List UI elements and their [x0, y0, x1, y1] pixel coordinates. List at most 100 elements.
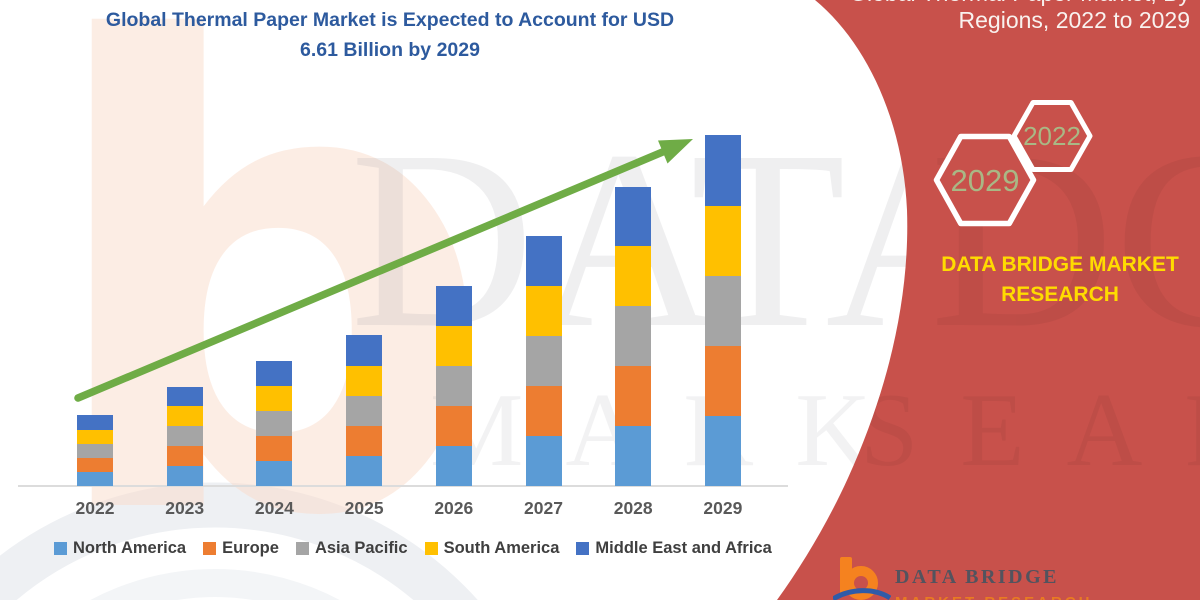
- x-axis-label-2026: 2026: [434, 498, 474, 518]
- red-panel-shape: [777, 0, 1200, 600]
- segment-south-america-2024: [256, 386, 293, 411]
- chart-title: Global Thermal Paper Market is Expected …: [40, 5, 740, 65]
- segment-north-america-2027: [525, 436, 562, 486]
- legend-label: Europe: [222, 539, 279, 557]
- logo-b-bowl: [844, 566, 878, 600]
- chart-legend: North America Europe Asia Pacific South Ame…: [54, 539, 772, 558]
- segment-south-america-2023: [166, 406, 203, 426]
- footer-tagline-clipped: MARKET RESEARCH: [895, 594, 1093, 600]
- bar-2024: [256, 361, 293, 486]
- bar-2026: [435, 286, 472, 486]
- segment-north-america-2029: [704, 416, 741, 486]
- bar-2022: [77, 415, 113, 486]
- segment-middle-east-and-africa-2023: [166, 387, 203, 406]
- hexagon-2029: [933, 133, 1037, 227]
- swoosh-arc-watermark: [90, 569, 340, 600]
- panel-heading-clipped-line: Global Thermal Paper Market, By: [849, 0, 1190, 7]
- segment-north-america-2028: [615, 426, 652, 486]
- panel-brand-text: DATA BRIDGE MARKET RESEARCH: [925, 250, 1195, 310]
- segment-europe-2022: [77, 458, 113, 472]
- trend-arrow-shaft: [74, 147, 669, 402]
- x-axis-line: [18, 485, 788, 487]
- chart-title-line1: Global Thermal Paper Market is Expected …: [105, 9, 675, 31]
- segment-north-america-2026: [435, 446, 472, 486]
- chart-title-line2: 6.61 Billion by 2029: [300, 39, 480, 61]
- databridge-logo-icon: [833, 557, 891, 600]
- legend-swatch-icon: [203, 542, 217, 555]
- legend-label: South America: [443, 539, 560, 557]
- legend-swatch-icon: [295, 542, 309, 555]
- segment-south-america-2022: [77, 430, 113, 444]
- segment-north-america-2025: [346, 456, 383, 486]
- segment-north-america-2022: [77, 472, 113, 486]
- segment-europe-2029: [704, 346, 741, 416]
- legend-item-asia-pacific: Asia Pacific: [295, 539, 408, 558]
- segment-middle-east-and-africa-2022: [77, 415, 113, 430]
- x-axis-label-2029: 2029: [703, 498, 743, 518]
- legend-label: North America: [73, 539, 187, 557]
- segment-asia-pacific-2029: [704, 276, 741, 346]
- legend-swatch-icon: [424, 542, 438, 555]
- segment-south-america-2029: [704, 206, 741, 276]
- segment-asia-pacific-2025: [346, 396, 383, 426]
- segment-south-america-2027: [525, 286, 562, 336]
- bar-2027: [525, 236, 562, 486]
- x-axis-label-2024: 2024: [254, 498, 294, 518]
- legend-item-europe: Europe: [203, 539, 279, 558]
- hexagon-2022-label: 2022: [1023, 121, 1081, 151]
- segment-asia-pacific-2027: [525, 336, 562, 386]
- segment-middle-east-and-africa-2026: [435, 286, 472, 326]
- x-axis-label-2027: 2027: [524, 498, 563, 518]
- segment-europe-2025: [346, 426, 383, 456]
- legend-label: Middle East and Africa: [595, 539, 772, 557]
- segment-middle-east-and-africa-2027: [525, 236, 562, 286]
- segment-asia-pacific-2028: [615, 306, 652, 366]
- segment-europe-2026: [435, 406, 472, 446]
- hexagon-2029-label: 2029: [951, 163, 1020, 198]
- x-axis-label-2022: 2022: [75, 498, 115, 518]
- segment-asia-pacific-2022: [77, 444, 113, 458]
- segment-asia-pacific-2026: [435, 366, 472, 406]
- segment-middle-east-and-africa-2029: [704, 135, 741, 206]
- bar-2029: [704, 135, 741, 486]
- segment-middle-east-and-africa-2028: [615, 187, 652, 246]
- footer-brand-name: DATA BRIDGE: [895, 566, 1060, 588]
- x-axis-label-2023: 2023: [165, 498, 205, 518]
- bar-2023: [166, 387, 203, 486]
- segment-south-america-2026: [435, 326, 472, 366]
- bar-2028: [615, 187, 652, 486]
- segment-north-america-2024: [256, 461, 293, 486]
- segment-south-america-2025: [346, 366, 383, 396]
- panel-heading: Regions, 2022 to 2029: [958, 7, 1190, 33]
- trend-arrow-head: [658, 139, 693, 164]
- legend-swatch-icon: [54, 542, 67, 555]
- segment-asia-pacific-2024: [256, 411, 293, 436]
- panel-brand-line1: DATA BRIDGE MARKET: [941, 253, 1179, 276]
- hexagon-2022: [1011, 100, 1093, 172]
- segment-north-america-2023: [166, 466, 203, 486]
- peach-b-logo-watermark: b: [38, 0, 496, 600]
- segment-middle-east-and-africa-2025: [346, 335, 383, 366]
- segment-europe-2028: [615, 366, 652, 426]
- segment-europe-2023: [166, 446, 203, 466]
- svg-text:SEARCH: SEARCH: [860, 371, 1200, 488]
- logo-swoosh: [833, 588, 891, 600]
- x-axis-label-2025: 2025: [344, 498, 384, 518]
- legend-label: Asia Pacific: [314, 539, 408, 557]
- legend-item-north-america: North America: [54, 539, 186, 558]
- swoosh-arc-watermark: [0, 482, 478, 600]
- segment-middle-east-and-africa-2024: [256, 361, 293, 386]
- segment-asia-pacific-2023: [166, 426, 203, 446]
- segment-europe-2024: [256, 436, 293, 461]
- legend-item-south-america: South America: [424, 539, 560, 558]
- x-axis-label-2028: 2028: [613, 498, 653, 518]
- segment-south-america-2028: [615, 246, 652, 306]
- segment-europe-2027: [525, 386, 562, 436]
- legend-swatch-icon: [576, 542, 590, 555]
- bar-2025: [346, 335, 383, 486]
- legend-item-middle-east-and-africa: Middle East and Africa: [576, 539, 772, 558]
